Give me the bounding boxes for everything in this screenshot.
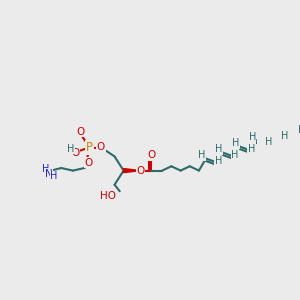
Text: H: H: [265, 137, 272, 148]
Text: H: H: [232, 138, 239, 148]
Text: H: H: [50, 171, 58, 181]
Text: H: H: [231, 150, 239, 160]
Text: H: H: [215, 144, 223, 154]
Text: O: O: [71, 148, 80, 158]
Text: P: P: [86, 141, 93, 154]
Text: H: H: [248, 143, 255, 154]
Text: O: O: [136, 166, 144, 176]
Text: H: H: [42, 164, 49, 173]
Text: H: H: [281, 131, 289, 141]
Text: H: H: [67, 144, 74, 154]
Text: H: H: [248, 132, 256, 142]
Text: O: O: [84, 158, 92, 168]
Text: H: H: [199, 150, 206, 161]
Text: N: N: [44, 169, 52, 179]
Text: O: O: [148, 150, 156, 160]
Polygon shape: [124, 169, 140, 173]
Text: O: O: [76, 127, 85, 137]
Text: O: O: [97, 142, 105, 152]
Text: H: H: [298, 125, 300, 135]
Text: H: H: [214, 156, 222, 166]
Text: HO: HO: [100, 191, 116, 201]
